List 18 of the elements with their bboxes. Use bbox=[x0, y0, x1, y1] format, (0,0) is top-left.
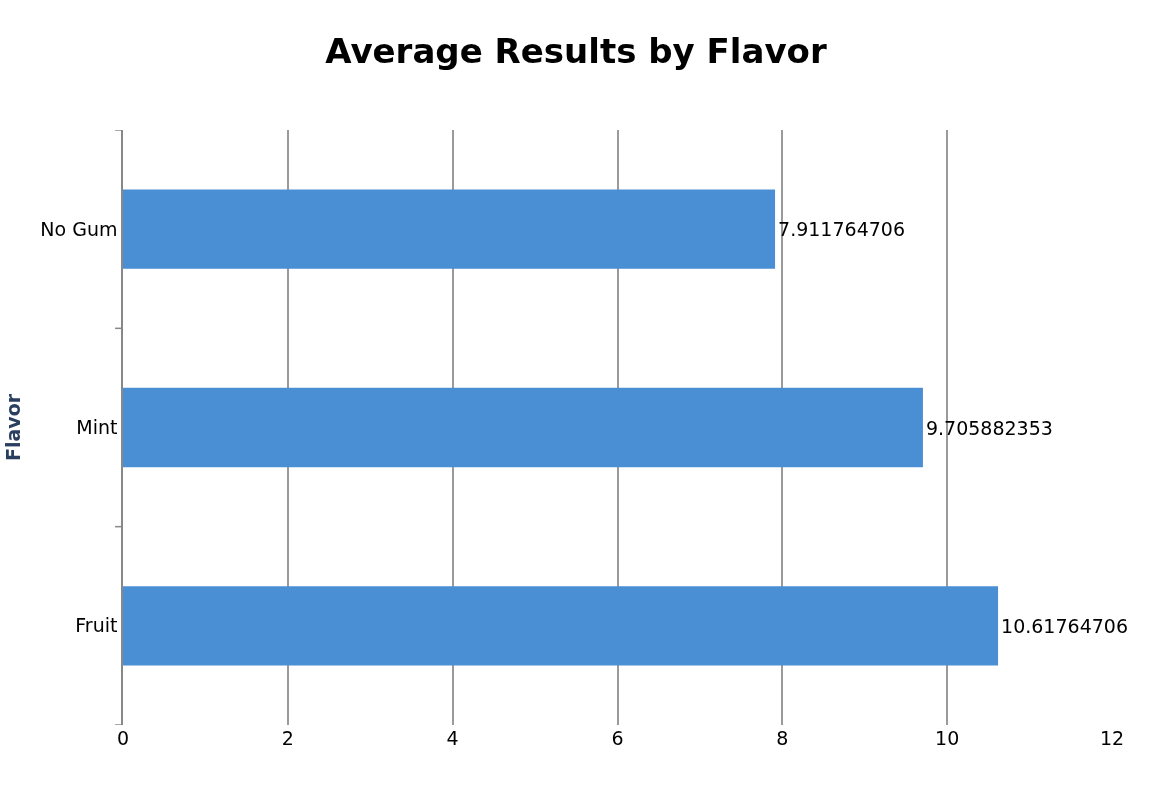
y-tick-label: Fruit bbox=[75, 614, 118, 637]
x-tick-label: 10 bbox=[935, 727, 960, 749]
y-axis-title: Flavor bbox=[1, 393, 24, 462]
x-tick-label: 6 bbox=[611, 727, 624, 749]
y-tick-label: Mint bbox=[76, 416, 118, 439]
chart-title: Average Results by Flavor bbox=[325, 31, 827, 72]
bar bbox=[123, 189, 776, 269]
bar bbox=[123, 586, 999, 666]
x-tick-label: 0 bbox=[116, 727, 130, 749]
x-tick-label: 2 bbox=[281, 727, 294, 749]
data-label: 9.705882353 bbox=[925, 416, 1053, 439]
x-tick-label: 12 bbox=[1099, 727, 1125, 749]
x-tick-label: 4 bbox=[446, 727, 459, 749]
data-label: 7.911764706 bbox=[778, 218, 905, 241]
y-tick-label: No Gum bbox=[40, 217, 118, 240]
bar bbox=[123, 387, 923, 468]
data-label: 10.61764706 bbox=[1001, 614, 1129, 637]
x-tick-label: 8 bbox=[776, 727, 789, 749]
